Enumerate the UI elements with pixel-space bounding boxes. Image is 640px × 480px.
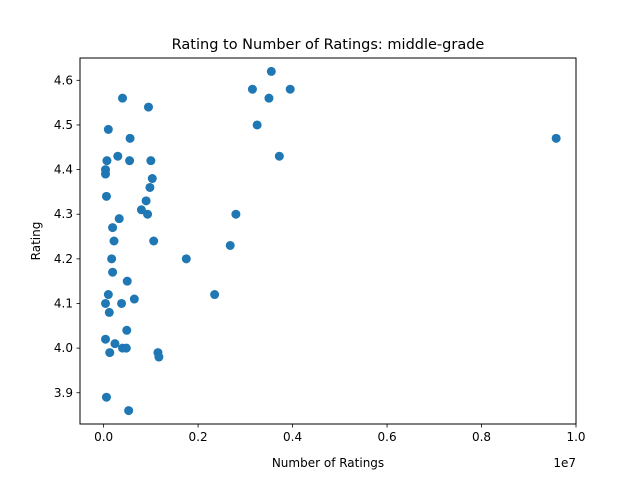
- data-point: [101, 392, 111, 402]
- data-point: [147, 174, 157, 184]
- y-tick-label: 4.1: [54, 296, 73, 310]
- data-point: [122, 325, 132, 335]
- data-point: [274, 151, 284, 161]
- data-point: [264, 93, 274, 103]
- data-point: [102, 156, 112, 166]
- y-tick-label: 4.2: [54, 252, 73, 266]
- x-tick-label: 1.0: [566, 430, 585, 444]
- y-tick-label: 3.9: [54, 386, 73, 400]
- data-point: [104, 307, 114, 317]
- x-axis-ticks: 0.0 0.2 0.4 0.6 0.8 1.0: [94, 424, 586, 444]
- y-tick-label: 4.0: [54, 341, 73, 355]
- points-layer: [101, 66, 561, 416]
- data-point: [121, 343, 131, 353]
- data-point: [143, 102, 153, 112]
- data-point: [129, 294, 139, 304]
- data-point: [122, 276, 132, 286]
- chart-title: Rating to Number of Ratings: middle-grad…: [172, 37, 485, 53]
- x-tick-label: 0.6: [378, 430, 397, 444]
- y-tick-label: 4.5: [54, 118, 73, 132]
- y-tick-label: 4.3: [54, 207, 73, 221]
- data-point: [125, 156, 135, 166]
- data-point: [124, 406, 134, 416]
- data-point: [117, 298, 127, 308]
- y-axis-ticks: 3.9 4.0 4.1 4.2 4.3 4.4 4.5 4.6: [54, 73, 80, 400]
- x-axis-offset-label: 1e7: [553, 456, 576, 470]
- data-point: [210, 290, 220, 300]
- data-point: [252, 120, 262, 130]
- x-tick-label: 0.8: [472, 430, 491, 444]
- data-point: [143, 209, 153, 219]
- data-point: [551, 133, 561, 143]
- data-point: [101, 334, 111, 344]
- data-point: [108, 267, 118, 277]
- x-tick-label: 0.2: [189, 430, 208, 444]
- data-point: [141, 196, 151, 206]
- data-point: [145, 182, 155, 192]
- data-point: [107, 254, 117, 264]
- y-tick-label: 4.4: [54, 163, 73, 177]
- data-point: [101, 165, 111, 175]
- plot-area-frame: [79, 57, 577, 425]
- data-point: [125, 133, 135, 143]
- data-point: [225, 240, 235, 250]
- data-point: [118, 93, 128, 103]
- data-point: [154, 352, 164, 362]
- data-point: [103, 290, 113, 300]
- data-point: [285, 84, 295, 94]
- data-point: [108, 223, 118, 233]
- x-tick-label: 0.0: [94, 430, 113, 444]
- data-point: [103, 124, 113, 134]
- x-axis-label: Number of Ratings: [272, 456, 384, 470]
- data-point: [109, 236, 119, 246]
- data-point: [181, 254, 191, 264]
- data-point: [231, 209, 241, 219]
- data-point: [266, 66, 276, 76]
- y-tick-label: 4.6: [54, 73, 73, 87]
- data-point: [149, 236, 159, 246]
- data-point: [110, 339, 120, 349]
- data-point: [101, 298, 111, 308]
- data-point: [146, 156, 156, 166]
- data-point: [113, 151, 123, 161]
- data-point: [247, 84, 257, 94]
- data-point: [105, 348, 115, 358]
- x-tick-label: 0.4: [283, 430, 302, 444]
- data-point: [114, 214, 124, 224]
- y-axis-label: Rating: [29, 222, 43, 261]
- data-point: [101, 191, 111, 201]
